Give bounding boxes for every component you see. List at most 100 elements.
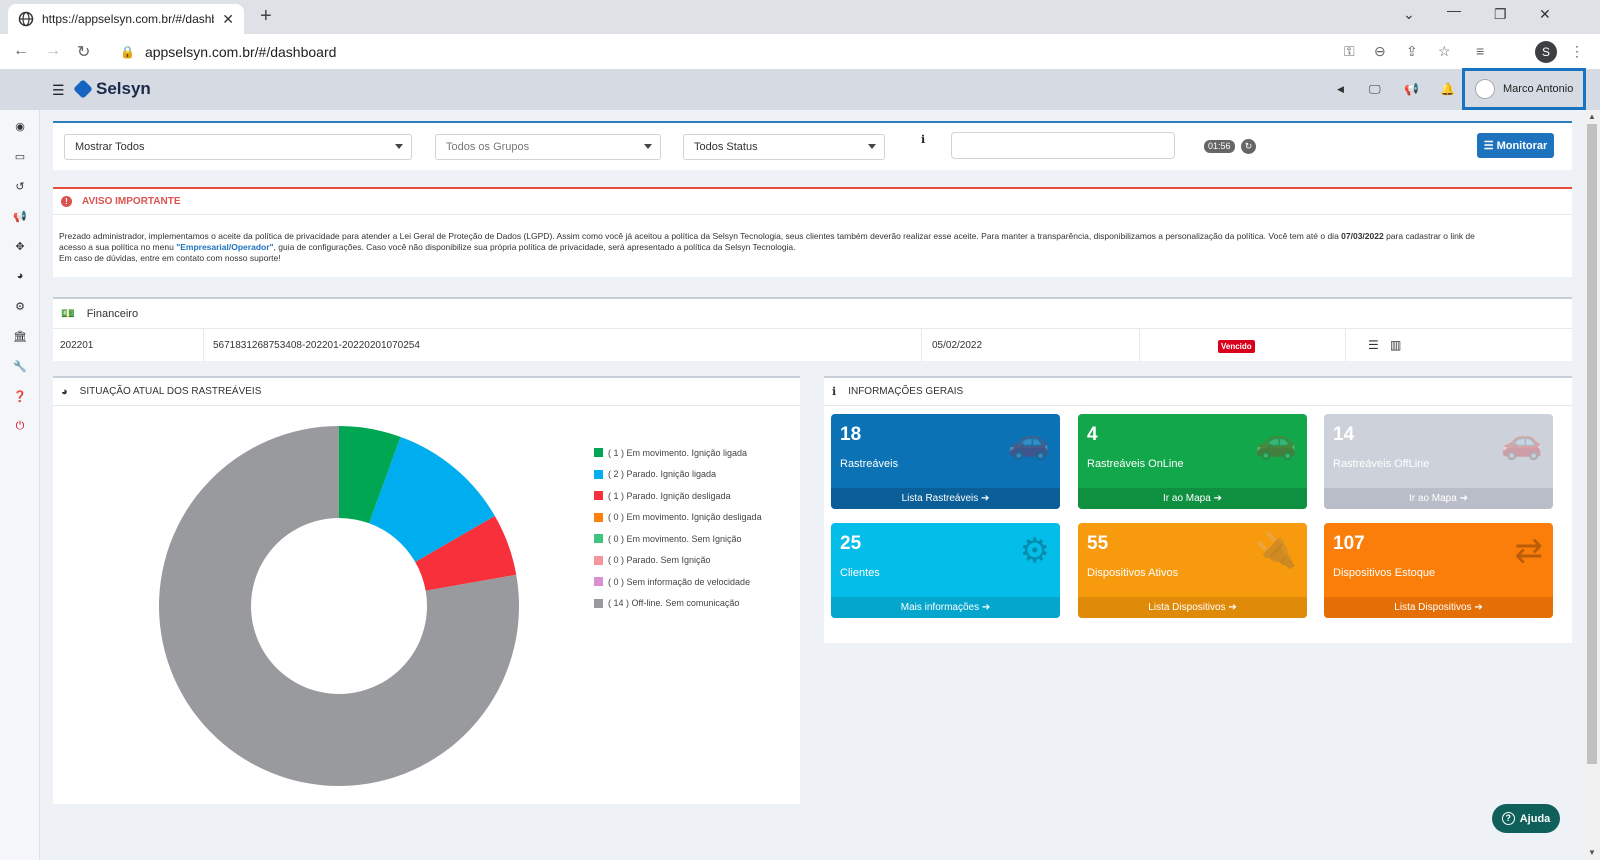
profile-avatar[interactable]: S bbox=[1535, 41, 1557, 63]
close-tab-icon[interactable]: ✕ bbox=[222, 10, 234, 27]
groups-select[interactable]: Todos os Grupos bbox=[435, 134, 661, 160]
invoice-period: 202201 bbox=[60, 340, 94, 351]
browser-tab[interactable]: https://appselsyn.com.br/#/dashb ✕ bbox=[8, 4, 244, 34]
user-name: Marco Antonio bbox=[1503, 83, 1574, 95]
arrow-circle-right-icon: ➔ bbox=[1459, 493, 1468, 504]
bank-icon[interactable]: 🏛 bbox=[13, 331, 27, 343]
url-text: appselsyn.com.br/#/dashboard bbox=[144, 44, 337, 60]
bell-icon[interactable]: 🔔 bbox=[1440, 82, 1455, 96]
tile-link-label: Ir ao Mapa bbox=[1409, 493, 1460, 504]
back-icon[interactable]: ← bbox=[13, 42, 29, 59]
tile-label: Clientes bbox=[840, 567, 880, 579]
finance-panel: 💵 Financeiro 202201 5671831268753408-202… bbox=[53, 297, 1572, 361]
address-bar[interactable]: 🔒 appselsyn.com.br/#/dashboard bbox=[112, 37, 1452, 67]
user-avatar bbox=[1475, 79, 1495, 99]
arrow-circle-right-icon: ➔ bbox=[1228, 602, 1237, 613]
donut-slice[interactable] bbox=[159, 426, 519, 786]
arrows-icon[interactable]: ✥ bbox=[15, 241, 25, 253]
status-select[interactable]: Todos Status bbox=[683, 134, 885, 160]
browser-tabstrip: https://appselsyn.com.br/#/dashb ✕ + ⌄ —… bbox=[0, 0, 1600, 34]
zoom-icon[interactable]: ⊖ bbox=[1374, 43, 1386, 59]
share-icon[interactable]: ⇪ bbox=[1406, 43, 1418, 59]
arrow-circle-right-icon: ➔ bbox=[981, 493, 990, 504]
notice-deadline: 07/03/2022 bbox=[1341, 231, 1384, 241]
refresh-icon[interactable]: ↻ bbox=[1241, 139, 1256, 154]
legend-item: ( 1 ) Em movimento. Ignição ligada bbox=[594, 442, 762, 464]
tile-value: 14 bbox=[1333, 424, 1355, 445]
plug-icon: 🔌 bbox=[1254, 532, 1297, 570]
megaphone-icon[interactable]: 📢 bbox=[1404, 82, 1419, 96]
show-select[interactable]: Mostrar Todos bbox=[64, 134, 412, 160]
invoice-details-icon[interactable]: ☰ bbox=[1368, 338, 1379, 352]
legend-label: ( 1 ) Parado. Ignição desligada bbox=[608, 490, 731, 501]
close-window-icon[interactable]: ✕ bbox=[1539, 6, 1551, 22]
show-select-value: Mostrar Todos bbox=[75, 141, 145, 153]
minimize-icon[interactable]: — bbox=[1447, 2, 1461, 18]
legend-swatch bbox=[594, 491, 603, 501]
power-icon[interactable]: ⏻ bbox=[15, 420, 25, 432]
reload-icon[interactable]: ↻ bbox=[77, 44, 91, 61]
pie-chart-icon: ◕ bbox=[61, 385, 68, 398]
pie-chart-icon[interactable]: ◕ bbox=[16, 270, 24, 282]
app-header: ☰ Selsyn ◀ 🖵 📢 🔔 bbox=[0, 70, 1600, 110]
tab-search-icon[interactable]: ⌄ bbox=[1403, 6, 1415, 22]
donut-slice[interactable] bbox=[415, 516, 517, 591]
notice-title: AVISO IMPORTANTE bbox=[82, 196, 181, 207]
donut-slice[interactable] bbox=[339, 426, 401, 524]
tile-link[interactable]: Lista Dispositivos ➔ bbox=[1324, 597, 1553, 618]
invoice-due-date: 05/02/2022 bbox=[932, 340, 983, 351]
panel-header: ◕ SITUAÇÃO ATUAL DOS RASTREÁVEIS bbox=[53, 378, 800, 406]
tile-link[interactable]: Ir ao Mapa ➔ bbox=[1078, 488, 1307, 509]
scroll-up-icon[interactable]: ▲ bbox=[1588, 112, 1596, 121]
scroll-thumb[interactable] bbox=[1587, 124, 1597, 764]
info-icon[interactable]: ℹ bbox=[921, 134, 926, 146]
barcode-icon[interactable]: ▥ bbox=[1390, 338, 1402, 352]
history-icon[interactable]: ↺ bbox=[15, 181, 25, 193]
tile-link[interactable]: Lista Dispositivos ➔ bbox=[1078, 597, 1307, 618]
bullhorn-icon[interactable]: 📢 bbox=[13, 211, 27, 223]
help-circle-icon[interactable]: ❓ bbox=[13, 391, 27, 403]
tile-label: Rastreáveis bbox=[840, 458, 899, 470]
help-button[interactable]: ? Ajuda bbox=[1492, 804, 1560, 833]
legend-swatch bbox=[594, 469, 603, 479]
empresarial-operador-link[interactable]: "Empresarial/Operador" bbox=[176, 242, 274, 252]
bookmark-star-icon[interactable]: ☆ bbox=[1438, 43, 1451, 59]
user-menu[interactable]: Marco Antonio bbox=[1462, 68, 1586, 110]
search-input[interactable] bbox=[951, 132, 1175, 159]
brand-logo[interactable]: Selsyn bbox=[73, 79, 151, 99]
menu-kebab-icon[interactable]: ⋮ bbox=[1570, 43, 1584, 59]
key-icon[interactable]: ⚿ bbox=[1344, 43, 1355, 59]
restore-icon[interactable]: ❐ bbox=[1494, 6, 1507, 22]
arrow-circle-right-icon: ➔ bbox=[981, 602, 991, 613]
groups-select-value: Todos os Grupos bbox=[446, 141, 530, 153]
legend-swatch bbox=[594, 577, 603, 587]
tile-link[interactable]: Lista Rastreáveis ➔ bbox=[831, 488, 1060, 509]
finance-title: Financeiro bbox=[86, 307, 139, 320]
tile-link[interactable]: Mais informações ➔ bbox=[831, 597, 1060, 618]
tile-link-label: Lista Dispositivos bbox=[1394, 602, 1475, 613]
tile-value: 107 bbox=[1333, 533, 1365, 554]
car-icon: 🚗 bbox=[1007, 423, 1050, 461]
donut-slice[interactable] bbox=[369, 436, 495, 562]
map-icon[interactable]: ▭ bbox=[14, 151, 26, 163]
reading-list-icon[interactable]: ≡ bbox=[1476, 43, 1485, 59]
wrench-icon[interactable]: 🔧 bbox=[13, 361, 27, 373]
info-tile: 18 Rastreáveis 🚗 Lista Rastreáveis ➔ bbox=[831, 414, 1060, 509]
tile-label: Rastreáveis OnLine bbox=[1087, 458, 1184, 470]
caret-left-icon[interactable]: ◀ bbox=[1337, 84, 1344, 94]
tile-link[interactable]: Ir ao Mapa ➔ bbox=[1324, 488, 1553, 509]
scroll-down-icon[interactable]: ▼ bbox=[1588, 848, 1596, 857]
hamburger-menu-icon[interactable]: ☰ bbox=[52, 82, 65, 98]
page-scrollbar[interactable]: ▲ ▼ bbox=[1584, 110, 1600, 860]
cogs-icon[interactable]: ⚙ bbox=[15, 301, 25, 313]
tile-label: Rastreáveis OffLine bbox=[1333, 458, 1430, 470]
monitor-button[interactable]: ☰ Monitorar bbox=[1477, 133, 1554, 158]
general-info-panel: ℹ INFORMAÇÕES GERAIS 18 Rastreáveis 🚗 Lista… bbox=[824, 376, 1572, 643]
dashboard-icon[interactable]: ◉ bbox=[15, 121, 25, 133]
monitor-icon[interactable]: 🖵 bbox=[1369, 82, 1381, 96]
new-tab-icon[interactable]: + bbox=[260, 5, 272, 27]
legend-item: ( 0 ) Em movimento. Ignição desligada bbox=[594, 507, 762, 529]
forward-icon[interactable]: → bbox=[45, 42, 61, 59]
chevron-down-icon bbox=[868, 144, 876, 149]
legend-label: ( 1 ) Em movimento. Ignição ligada bbox=[608, 447, 748, 458]
